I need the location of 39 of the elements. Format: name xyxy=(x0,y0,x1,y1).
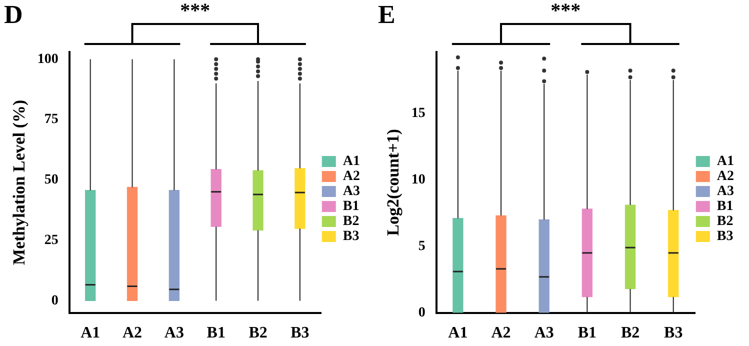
x-tick-label: B1 xyxy=(578,324,597,342)
x-tick-label: B2 xyxy=(248,324,268,342)
y-tick-label: 15 xyxy=(411,106,426,121)
legend-label: A2 xyxy=(342,169,360,184)
legend-label: B3 xyxy=(342,229,360,244)
legend-label: B3 xyxy=(716,229,734,244)
y-axis-title: Log2(count+1) xyxy=(384,128,403,236)
y-tick-label: 50 xyxy=(44,172,58,188)
y-tick-label: 100 xyxy=(37,52,58,67)
legend-label: A3 xyxy=(342,184,360,200)
text: *** xyxy=(180,0,210,23)
y-tick-label: 0 xyxy=(418,305,426,320)
legend-label: A1 xyxy=(716,154,734,170)
legend-label: A2 xyxy=(716,169,734,184)
y-tick-label: 5 xyxy=(418,238,426,254)
y-tick-label: 25 xyxy=(44,232,58,248)
x-tick-label: B2 xyxy=(620,324,640,342)
chart-title: D xyxy=(4,0,23,30)
x-tick-label: B1 xyxy=(206,324,226,342)
legend-label: B1 xyxy=(342,199,360,214)
legend-label: B2 xyxy=(342,214,360,230)
text: *** xyxy=(550,0,581,23)
y-tick-label: 10 xyxy=(411,172,426,188)
x-tick-label: B3 xyxy=(664,324,683,342)
x-tick-label: A1 xyxy=(80,324,100,342)
legend-label: B2 xyxy=(716,214,734,230)
legend-label: A3 xyxy=(716,184,734,200)
x-tick-label: A2 xyxy=(491,324,511,342)
chart-title: E xyxy=(378,0,396,30)
legend-label: B1 xyxy=(716,199,734,214)
y-axis-title: Methylation Level (%) xyxy=(10,100,29,266)
x-tick-label: A1 xyxy=(448,324,468,342)
x-tick-label: B3 xyxy=(290,324,310,342)
x-tick-label: A2 xyxy=(122,324,142,342)
y-tick-label: 75 xyxy=(44,112,58,128)
x-tick-label: A3 xyxy=(164,324,184,342)
x-tick-label: A3 xyxy=(534,324,554,342)
y-tick-label: 0 xyxy=(51,293,58,308)
legend-label: A1 xyxy=(342,154,360,170)
